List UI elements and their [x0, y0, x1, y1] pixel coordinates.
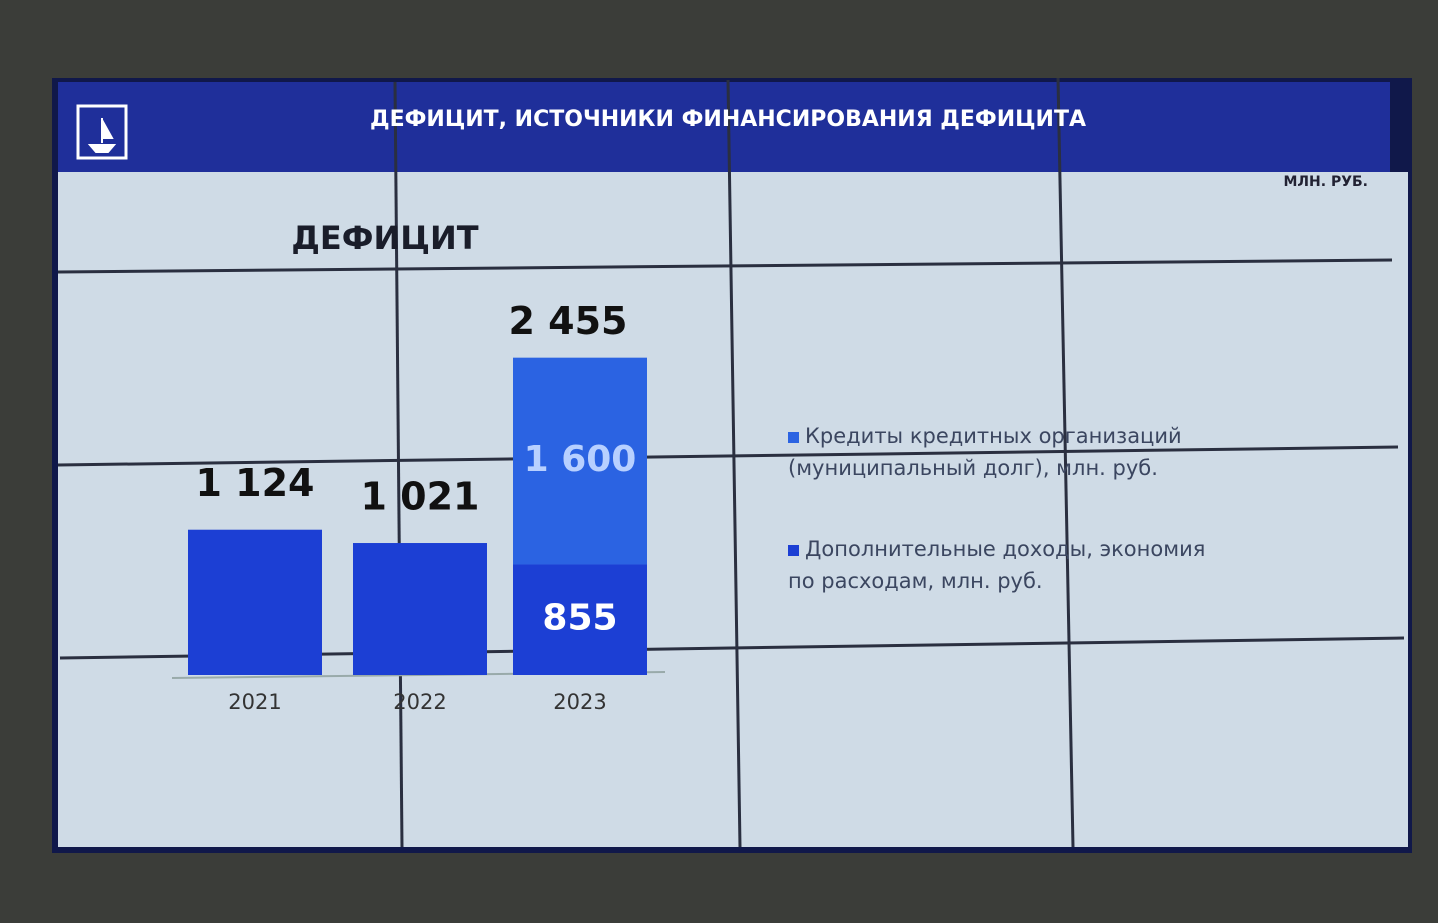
- legend-marker: [788, 544, 799, 556]
- legend-marker: [788, 431, 799, 443]
- value-label: 1 021: [361, 475, 480, 519]
- legend-item: Дополнительные доходы, экономия по расхо…: [788, 533, 1218, 597]
- wall-seams: [57, 77, 1405, 848]
- bar: [188, 529, 322, 675]
- header-band: [58, 82, 1390, 174]
- legend-label: Кредиты кредитных организаций (муниципал…: [788, 424, 1182, 480]
- value-label: 1 600: [524, 439, 637, 480]
- legend-item: Кредиты кредитных организаций (муниципал…: [788, 420, 1218, 484]
- total-label: 2 455: [509, 299, 628, 343]
- legend-label: Дополнительные доходы, экономия по расхо…: [788, 537, 1206, 593]
- x-tick-label: 2023: [553, 690, 606, 714]
- bar: [513, 357, 647, 565]
- units: МЛН. РУБ.: [1283, 174, 1368, 190]
- value-label: 1 124: [196, 461, 315, 505]
- x-tick-label: 2021: [228, 690, 281, 714]
- content-area: [58, 172, 1408, 847]
- bar: [353, 543, 487, 675]
- bar: [513, 564, 647, 675]
- chart-title: ДЕФИЦИТ, ИСТОЧНИКИ ФИНАНСИРОВАНИЯ ДЕФИЦИ…: [370, 107, 1086, 132]
- chart-subtitle: ДЕФИЦИТ: [291, 219, 478, 257]
- value-label: 855: [542, 598, 617, 639]
- emblem: [76, 104, 128, 160]
- x-tick-label: 2022: [393, 690, 446, 714]
